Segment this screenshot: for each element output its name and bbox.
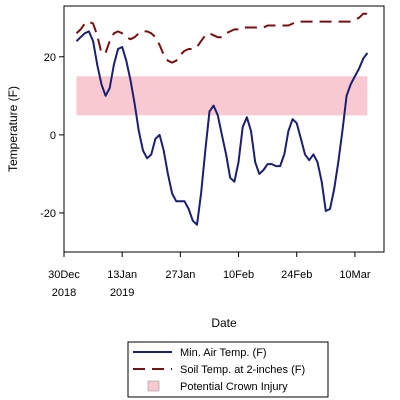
legend-label: Soil Temp. at 2-inches (F) — [180, 364, 305, 376]
crown-injury-band — [76, 76, 368, 116]
x-axis-label: Date — [211, 316, 237, 330]
legend-label: Min. Air Temp. (F) — [180, 347, 267, 359]
legend-swatch-band — [147, 380, 160, 392]
y-axis-label: Temperature (F) — [6, 86, 20, 172]
plot-frame — [63, 5, 385, 253]
x-tick-label-year: 2019 — [110, 287, 134, 299]
y-tick-label: 0 — [50, 130, 56, 142]
x-tick-label-year: 2018 — [52, 287, 76, 299]
legend-label: Potential Crown Injury — [180, 381, 288, 393]
x-tick-label: 24Feb — [281, 269, 312, 281]
plot-area — [75, 12, 369, 226]
air-temp-line — [75, 30, 369, 226]
y-tick-label: 20 — [44, 52, 56, 64]
axes: 20 0 -20 30Dec 2018 13Jan 2019 27Jan 10Feb 24Feb 1… — [40, 52, 371, 299]
x-tick-label: 27Jan — [165, 269, 195, 281]
legend: Min. Air Temp. (F) Soil Temp. at 2-inches… — [127, 341, 329, 398]
x-tick-label: 30Dec — [48, 269, 80, 281]
soil-temp-line — [75, 12, 368, 64]
x-tick-label: 13Jan — [107, 269, 137, 281]
x-tick-label: 10Feb — [223, 269, 254, 281]
x-tick-label: 10Mar — [339, 269, 371, 281]
y-tick-label: -20 — [40, 208, 56, 220]
